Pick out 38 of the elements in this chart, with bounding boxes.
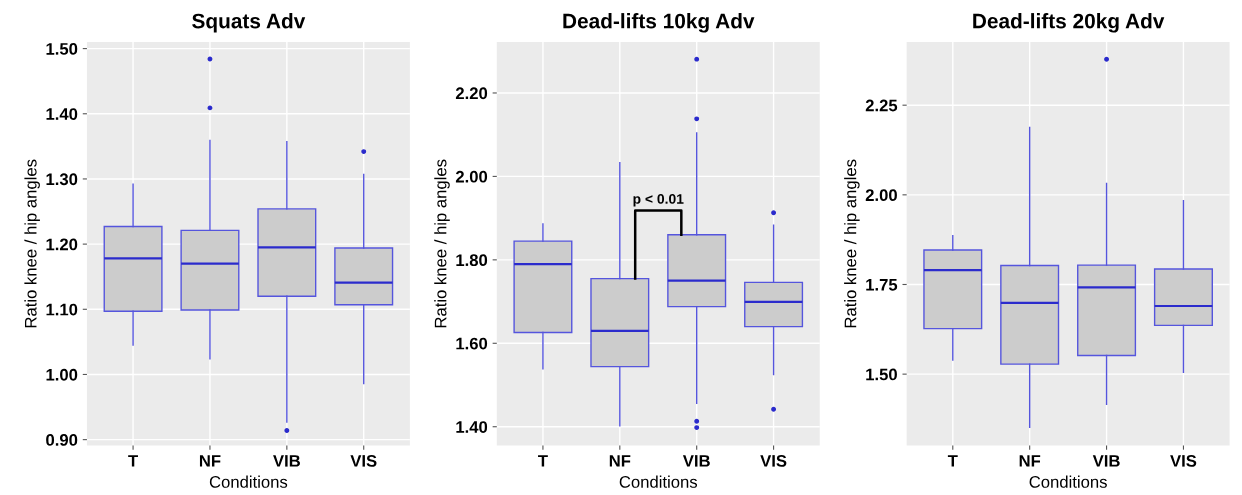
x-tick-label: NF xyxy=(1019,455,1041,467)
chart-title: Dead-lifts 10kg Adv xyxy=(563,13,755,33)
y-tick-label: 1.60 xyxy=(456,337,488,350)
y-axis-title: Ratio knee / hip angles xyxy=(434,159,450,328)
y-tick-label: 2.00 xyxy=(865,189,897,202)
annotation: p < 0.01 xyxy=(633,194,684,207)
y-axis-title: Ratio knee / hip angles xyxy=(24,159,40,328)
chart-title: Squats Adv xyxy=(192,13,306,33)
y-axis-title: Ratio knee / hip angles xyxy=(844,159,860,328)
x-tick-label: VIS xyxy=(1170,454,1197,467)
y-tick-label: 2.20 xyxy=(455,87,488,100)
y-tick-label: 1.10 xyxy=(46,303,78,316)
y-tick-label: 1.75 xyxy=(866,279,898,291)
y-tick-label: 1.20 xyxy=(46,238,78,251)
x-tick-label: T xyxy=(947,455,958,467)
x-axis-title: Conditions xyxy=(619,475,698,488)
y-tick-label: 1.80 xyxy=(456,254,488,267)
x-axis-title: Conditions xyxy=(1029,475,1107,488)
y-tick-label: 1.40 xyxy=(456,421,488,433)
x-tick-label: VIS xyxy=(350,454,377,467)
chart-title: Dead-lifts 20kg Adv xyxy=(973,13,1165,33)
x-tick-label: T xyxy=(538,455,548,467)
x-tick-label: NF xyxy=(199,455,221,467)
x-axis-title: Conditions xyxy=(209,475,288,488)
x-tick-label: T xyxy=(128,455,138,467)
y-tick-label: 1.30 xyxy=(46,173,78,186)
y-tick-label: 1.50 xyxy=(866,368,897,381)
x-tick-label: VIB xyxy=(682,455,710,467)
y-tick-label: 1.00 xyxy=(46,368,78,381)
x-tick-label: VIS xyxy=(760,454,787,467)
x-tick-label: VIB xyxy=(273,455,300,467)
y-tick-label: 1.40 xyxy=(46,108,78,120)
y-tick-label: 0.90 xyxy=(46,434,78,446)
y-tick-label: 2.00 xyxy=(455,170,488,183)
x-tick-label: VIB xyxy=(1092,455,1120,467)
x-tick-label: NF xyxy=(609,455,631,467)
y-tick-label: 1.50 xyxy=(46,42,78,55)
y-tick-label: 2.25 xyxy=(865,99,898,112)
